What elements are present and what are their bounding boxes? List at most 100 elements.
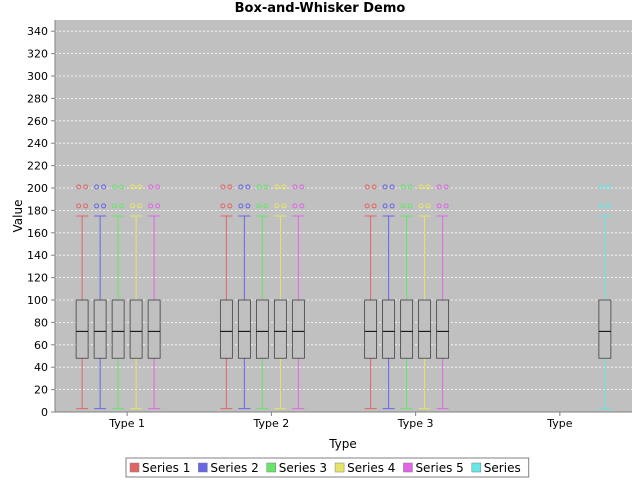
outlier-point bbox=[256, 184, 262, 190]
y-tick-label: 60 bbox=[34, 339, 48, 352]
x-axis-label: Type bbox=[328, 437, 357, 451]
y-tick-label: 180 bbox=[27, 204, 48, 217]
outlier-point bbox=[245, 184, 251, 190]
box-series-3-1 bbox=[255, 184, 269, 410]
outlier-point bbox=[245, 203, 251, 209]
y-tick-label: 140 bbox=[27, 249, 48, 262]
outlier-point bbox=[256, 203, 262, 209]
outlier-point bbox=[238, 184, 244, 190]
box-body bbox=[219, 299, 233, 359]
legend-label: Series bbox=[484, 461, 521, 475]
outlier-point bbox=[605, 203, 611, 209]
outlier-point bbox=[94, 184, 100, 190]
legend-swatch bbox=[129, 462, 140, 473]
outlier-point bbox=[281, 203, 287, 209]
outlier-point bbox=[418, 184, 424, 190]
outlier-point bbox=[371, 203, 377, 209]
legend-label: Series 5 bbox=[415, 461, 463, 475]
outlier-point bbox=[443, 184, 449, 190]
box-body bbox=[273, 299, 287, 359]
outlier-point bbox=[94, 203, 100, 209]
box-series-5-1 bbox=[291, 184, 305, 410]
outlier-point bbox=[292, 184, 298, 190]
y-tick-label: 220 bbox=[27, 160, 48, 173]
legend-frame bbox=[125, 457, 530, 478]
box-body bbox=[147, 299, 161, 359]
legend-label: Series 2 bbox=[210, 461, 258, 475]
box-body bbox=[291, 299, 305, 359]
box-body bbox=[598, 299, 612, 359]
outlier-point bbox=[137, 184, 143, 190]
box-series-5-2 bbox=[436, 184, 450, 410]
box-body bbox=[93, 299, 107, 359]
y-tick-label: 240 bbox=[27, 137, 48, 150]
y-tick-label: 0 bbox=[41, 406, 48, 419]
y-tick-label: 40 bbox=[34, 361, 48, 374]
outlier-point bbox=[130, 203, 136, 209]
outlier-point bbox=[292, 203, 298, 209]
grid-lines bbox=[55, 30, 632, 413]
outlier-point bbox=[155, 184, 161, 190]
y-tick-label: 120 bbox=[27, 272, 48, 285]
y-tick-label: 160 bbox=[27, 227, 48, 240]
box-series-2-0 bbox=[93, 184, 107, 410]
outlier-point bbox=[112, 203, 118, 209]
legend-item: Series bbox=[471, 461, 521, 475]
x-tick-label: Type 3 bbox=[397, 417, 434, 430]
outlier-point bbox=[220, 203, 226, 209]
outlier-point bbox=[425, 184, 431, 190]
outlier-point bbox=[274, 203, 280, 209]
outlier-point bbox=[436, 203, 442, 209]
legend-item: Series 1 bbox=[129, 461, 190, 475]
box-series-4-0 bbox=[129, 184, 143, 410]
legend-swatch bbox=[334, 462, 345, 473]
legend-item: Series 4 bbox=[334, 461, 395, 475]
outlier-point bbox=[119, 203, 125, 209]
outlier-point bbox=[407, 203, 413, 209]
outlier-point bbox=[364, 184, 370, 190]
outlier-point bbox=[389, 203, 395, 209]
outlier-point bbox=[119, 184, 125, 190]
outlier-point bbox=[418, 203, 424, 209]
box-body bbox=[237, 299, 251, 359]
outlier-point bbox=[364, 203, 370, 209]
legend-item: Series 5 bbox=[403, 461, 464, 475]
outlier-point bbox=[382, 184, 388, 190]
outlier-point bbox=[598, 203, 604, 209]
box-body bbox=[75, 299, 89, 359]
box-series-2-2 bbox=[382, 184, 396, 410]
x-tick-label: Type 1 bbox=[108, 417, 145, 430]
box-series-4-1 bbox=[273, 184, 287, 410]
outlier-point bbox=[425, 203, 431, 209]
y-axis-label: Value bbox=[11, 200, 25, 233]
box-series-3-0 bbox=[111, 184, 125, 410]
outlier-point bbox=[83, 184, 89, 190]
box-series-4-2 bbox=[418, 184, 432, 410]
box-series-5-0 bbox=[147, 184, 161, 410]
outlier-point bbox=[605, 184, 611, 190]
legend: Series 1 Series 2 Series 3 Series 4 Series 5… bbox=[125, 457, 530, 478]
y-tick-label: 100 bbox=[27, 294, 48, 307]
outlier-point bbox=[76, 184, 82, 190]
outlier-point bbox=[263, 184, 269, 190]
box-body bbox=[129, 299, 143, 359]
y-tick-label: 320 bbox=[27, 48, 48, 61]
box-series-3-2 bbox=[400, 184, 414, 410]
outlier-point bbox=[227, 184, 233, 190]
chart-title: Box-and-Whisker Demo bbox=[235, 1, 406, 16]
legend-swatch bbox=[471, 462, 482, 473]
y-tick-label: 340 bbox=[27, 25, 48, 38]
box-series-1-1 bbox=[219, 184, 233, 410]
y-tick-label: 300 bbox=[27, 70, 48, 83]
y-tick-label: 200 bbox=[27, 182, 48, 195]
y-tick-label: 260 bbox=[27, 115, 48, 128]
outlier-point bbox=[101, 203, 107, 209]
legend-label: Series 4 bbox=[347, 461, 395, 475]
outlier-point bbox=[112, 184, 118, 190]
legend-label: Series 1 bbox=[142, 461, 190, 475]
box-series-2-1 bbox=[237, 184, 251, 410]
outlier-point bbox=[436, 184, 442, 190]
legend-item: Series 2 bbox=[198, 461, 259, 475]
box-series-3 bbox=[598, 184, 612, 410]
box-body bbox=[364, 299, 378, 359]
